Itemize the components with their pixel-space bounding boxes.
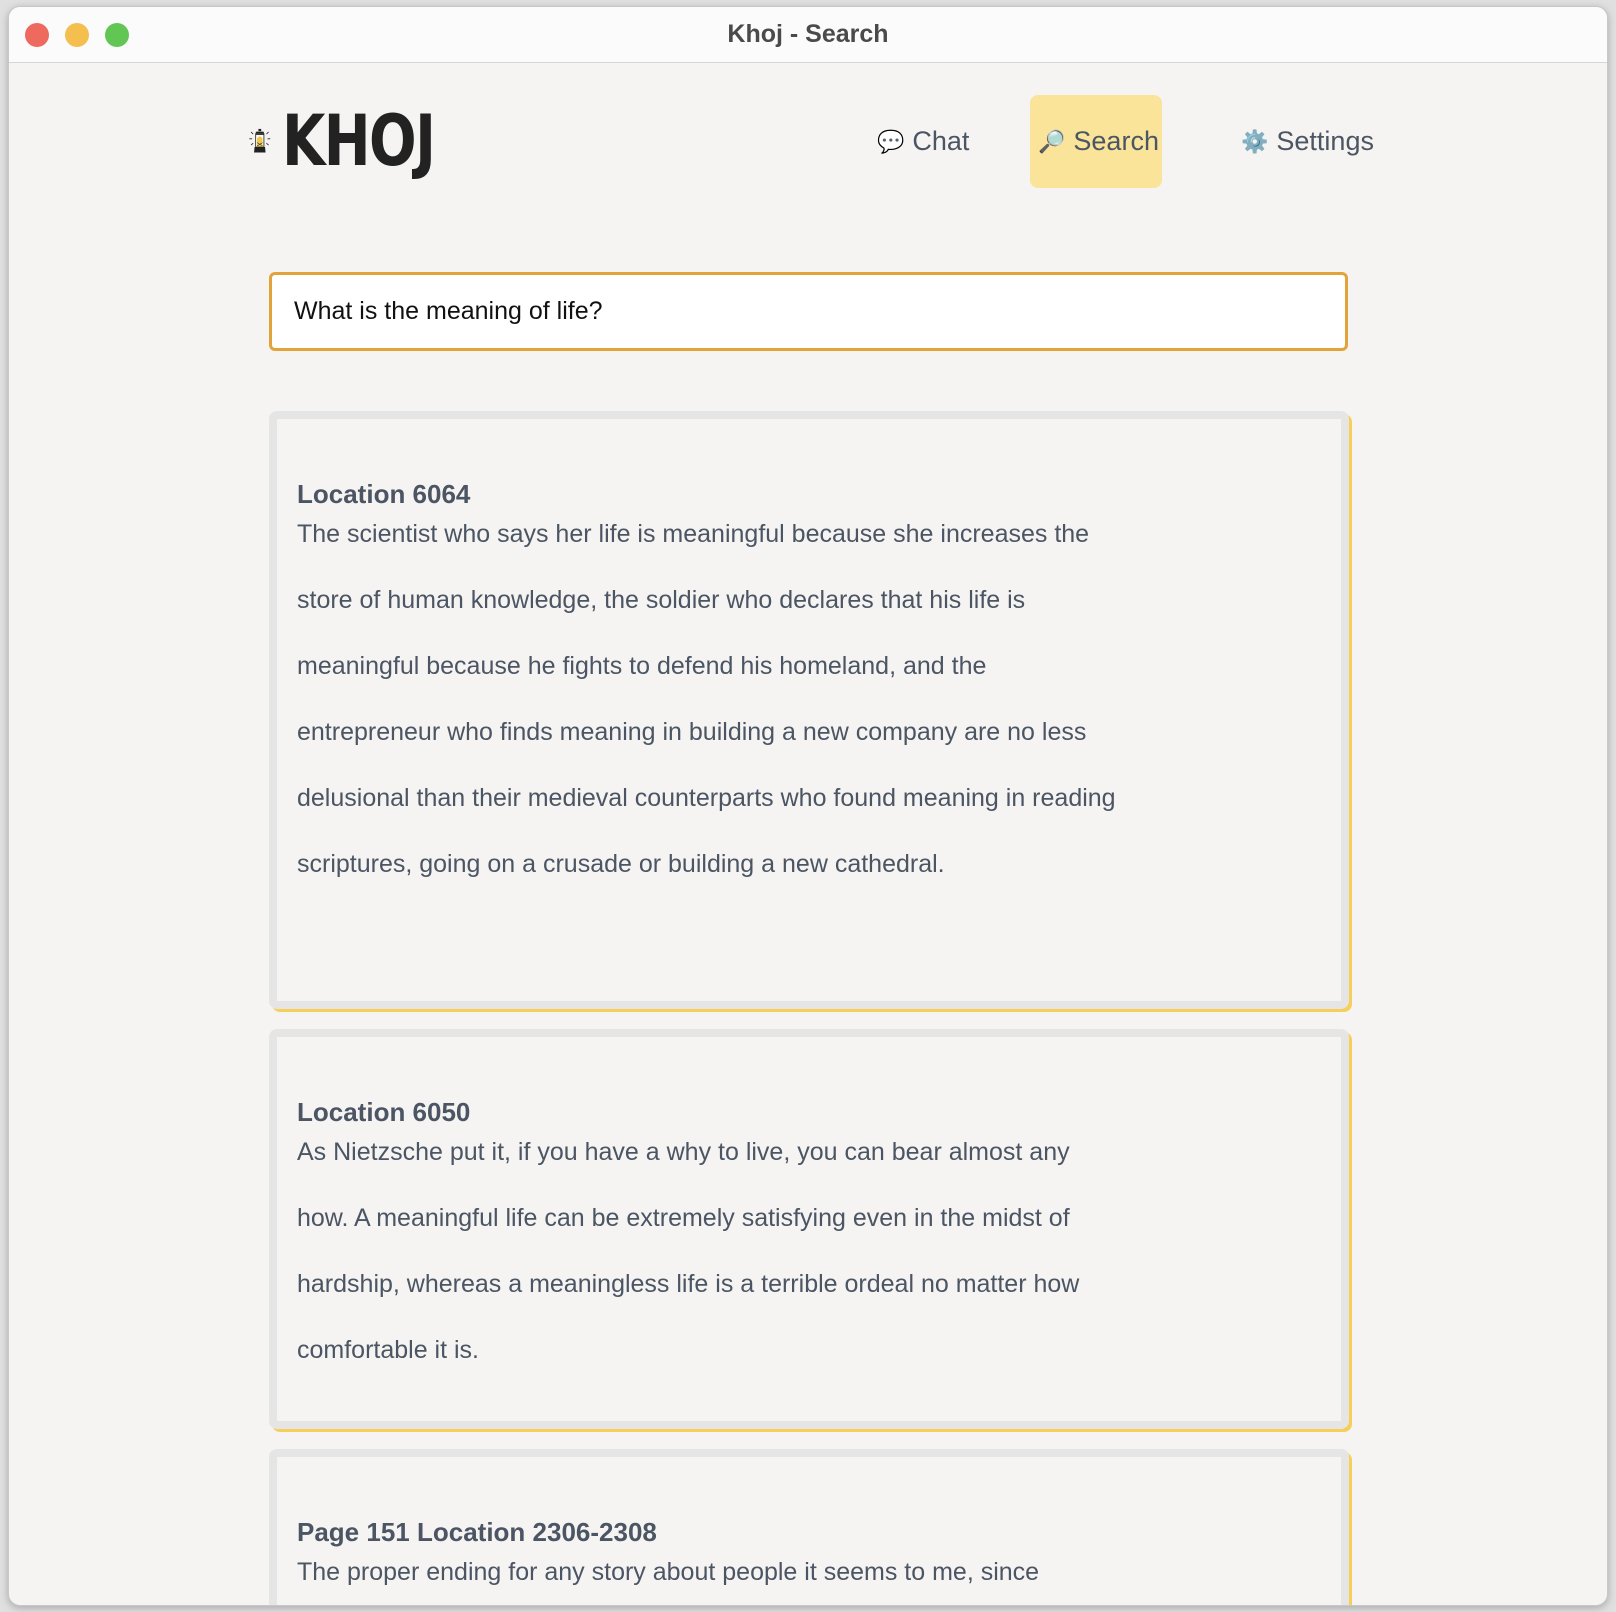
minimize-button[interactable] [65,23,89,47]
nav-search[interactable]: 🔎 Search [1030,95,1162,188]
result-title: Location 6050 [297,1097,471,1127]
chat-bubble-icon: 💬 [877,128,905,154]
nav-search-label: Search [1073,126,1159,156]
magnifier-icon: 🔎 [1038,128,1066,154]
khoj-logo[interactable]: KHOJ [248,95,472,187]
gear-icon: ⚙️ [1241,128,1269,154]
result-card: Page 151 Location 2306-2308 The proper e… [269,1449,1349,1605]
title-bar: Khoj - Search [9,7,1607,63]
lantern-icon [249,128,271,153]
result-title: Page 151 Location 2306-2308 [297,1517,657,1547]
nav-settings-label: Settings [1276,126,1374,156]
maximize-button[interactable] [105,23,129,47]
search-input[interactable] [269,272,1348,351]
nav-settings[interactable]: ⚙️ Settings [1231,95,1384,188]
result-title: Location 6064 [297,479,471,509]
result-card: Location 6064 The scientist who says her… [269,411,1349,1009]
app-window: Khoj - Search KHOJ 💬 Chat 🔎 Search ⚙️ Se… [8,6,1608,1606]
result-text: The proper ending for any story about pe… [297,1558,1040,1586]
nav-chat-label: Chat [912,126,970,156]
result-text: The scientist who says her life is meani… [297,520,1116,878]
result-card: Location 6050 As Nietzsche put it, if yo… [269,1029,1349,1429]
window-title: Khoj - Search [727,20,889,48]
result-text: As Nietzsche put it, if you have a why t… [297,1138,1080,1364]
logo-text: KHOJ [281,100,436,182]
close-button[interactable] [25,23,49,47]
nav-chat[interactable]: 💬 Chat [867,95,979,188]
